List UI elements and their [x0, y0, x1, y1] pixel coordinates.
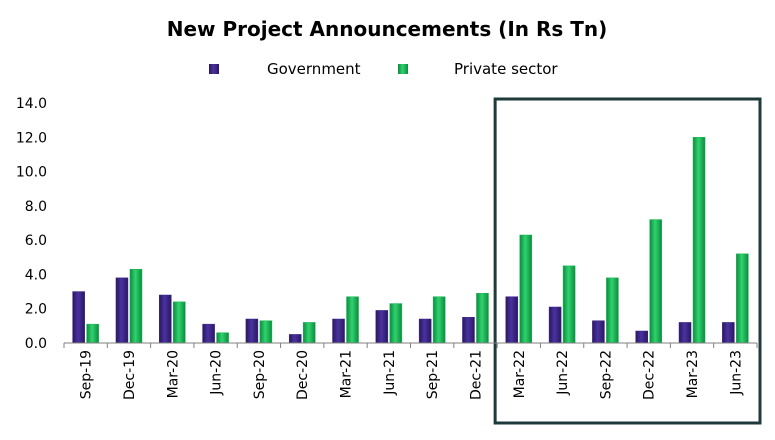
x-tick-label: Mar-23: [685, 350, 701, 398]
x-tick-label: Dec-20: [295, 350, 311, 400]
bar-private: [86, 323, 99, 344]
legend-swatch-private: [398, 64, 408, 74]
y-tick-label: 2.0: [25, 302, 47, 318]
x-tick-label: Dec-19: [122, 350, 138, 400]
y-axis: 0.0 2.0 4.0 6.0 8.0 10.0 12.0 14.0: [16, 96, 47, 352]
y-tick-label: 10.0: [16, 165, 47, 181]
bar-private: [562, 265, 576, 344]
x-tick-label: Mar-20: [165, 350, 181, 398]
bar-private: [302, 322, 316, 344]
legend: Government Private sector: [209, 60, 558, 78]
x-tick-label: Sep-21: [425, 350, 441, 399]
bar-private: [476, 293, 489, 344]
x-tick-label: Mar-22: [512, 350, 528, 398]
bar-government: [202, 323, 215, 344]
x-tick-label: Jun-20: [209, 350, 225, 396]
bar-government: [505, 296, 519, 344]
bar-private: [519, 234, 533, 344]
bar-government: [548, 306, 562, 344]
x-tick-label: Jun-22: [555, 350, 571, 396]
x-tick-label: Mar-21: [339, 350, 355, 398]
bar-private: [259, 320, 273, 344]
x-tick-label: Dec-22: [642, 350, 658, 400]
bars: [72, 137, 749, 344]
bar-private: [736, 253, 749, 344]
bar-private: [346, 296, 359, 344]
bar-government: [159, 294, 172, 344]
bar-private: [692, 137, 706, 344]
bar-government: [592, 320, 605, 344]
x-axis: Sep-19 Dec-19 Mar-20 Jun-20 Sep-20 Dec-20 Mar-…: [63, 342, 758, 400]
bar-government: [332, 318, 345, 344]
legend-label-government: Government: [267, 60, 361, 78]
bar-private: [173, 301, 186, 344]
bar-government: [462, 317, 475, 344]
bar-government: [375, 310, 389, 344]
bar-government: [115, 277, 129, 344]
bar-government: [245, 318, 259, 344]
x-tick-label: Sep-22: [598, 350, 614, 399]
bar-private: [606, 277, 619, 344]
bar-private: [216, 332, 229, 344]
bar-private: [129, 269, 143, 344]
bar-government: [635, 330, 648, 344]
bar-private: [389, 303, 403, 344]
x-tick-label: Dec-21: [468, 350, 484, 400]
bar-government: [418, 318, 432, 344]
highlight-box: [493, 97, 762, 425]
y-tick-label: 6.0: [25, 233, 47, 249]
bar-government: [72, 291, 85, 344]
y-tick-label: 0.0: [25, 336, 47, 352]
x-tick-label: Jun-23: [728, 350, 744, 396]
y-tick-label: 14.0: [16, 96, 47, 112]
y-tick-label: 12.0: [16, 130, 47, 146]
chart-title: New Project Announcements (In Rs Tn): [167, 17, 608, 41]
bar-government: [288, 334, 302, 344]
y-tick-label: 4.0: [25, 267, 47, 283]
bar-government: [678, 322, 692, 344]
y-tick-label: 8.0: [25, 199, 47, 215]
x-tick-label: Sep-19: [79, 350, 95, 399]
bar-private: [649, 219, 662, 344]
x-tick-label: Sep-20: [252, 350, 268, 399]
legend-label-private: Private sector: [454, 60, 558, 78]
bar-private: [432, 296, 446, 344]
bar-government: [722, 322, 735, 344]
legend-swatch-government: [209, 64, 219, 74]
x-tick-label: Jun-21: [382, 350, 398, 396]
